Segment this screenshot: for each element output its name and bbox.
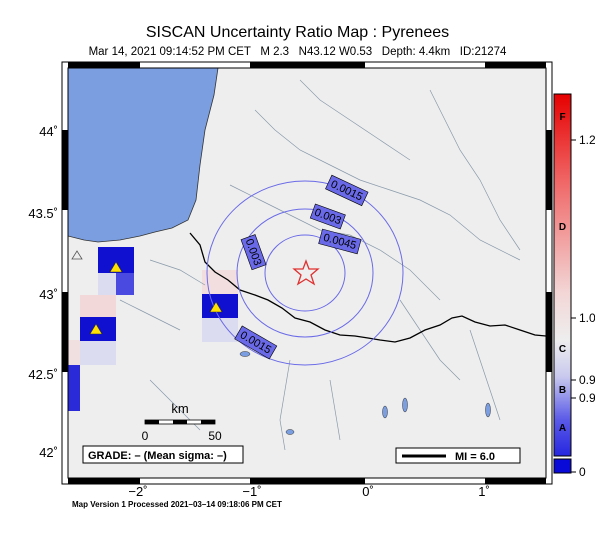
colorbar-letter: A <box>559 423 566 434</box>
lake <box>402 397 408 413</box>
colorbar-value: 1.2 <box>579 133 595 147</box>
lat-tick-label: 42.5˚ <box>28 367 58 382</box>
lat-tick-label: 43˚ <box>39 287 58 302</box>
contour-label-3: 0.0045 <box>318 228 362 255</box>
grid-cell <box>116 273 134 295</box>
svg-text:km: km <box>171 401 188 416</box>
lake <box>239 351 251 357</box>
svg-text:GRADE: – (Mean sigma: –): GRADE: – (Mean sigma: –) <box>88 450 227 462</box>
epicenter-star <box>292 259 320 286</box>
colorbar-value: 1.0 <box>579 311 595 325</box>
colorbar-letter: B <box>559 385 566 396</box>
colorbar-letter: F <box>559 112 565 123</box>
ocean-area <box>68 68 219 243</box>
lake <box>285 429 295 435</box>
lat-tick-label: 43.5˚ <box>28 206 58 221</box>
map-version-footer: Map Version 1 Processed 2021–03–14 09:18… <box>72 500 282 509</box>
grid-cell <box>68 365 80 411</box>
station-triangle <box>71 250 83 260</box>
lat-tick-label: 42˚ <box>39 445 58 460</box>
svg-text:50: 50 <box>208 429 222 443</box>
lon-tick-label: −1˚ <box>242 484 261 499</box>
colorbar: F D C B A 1.2 1.0 0.9 0.9 0 <box>553 93 595 479</box>
colorbar-letter: D <box>559 222 566 233</box>
map-frame <box>61 61 553 485</box>
station-triangle <box>209 301 223 313</box>
lake <box>382 405 388 419</box>
grid-cell <box>68 340 80 365</box>
lat-tick-label: 44˚ <box>39 124 58 139</box>
svg-text:0: 0 <box>142 429 149 443</box>
colorbar-value: 0.9 <box>579 373 595 387</box>
svg-text:MI = 6.0: MI = 6.0 <box>455 451 495 463</box>
grid-cell <box>98 273 116 295</box>
national-border <box>189 232 546 343</box>
lon-tick-label: 1˚ <box>478 484 490 499</box>
lon-tick-label: 0˚ <box>362 484 374 499</box>
grid-cell <box>202 270 238 294</box>
uncertainty-contours <box>206 180 404 366</box>
grid-cell <box>202 294 238 318</box>
colorbar-value: 0 <box>579 465 586 479</box>
grade-box: GRADE: – (Mean sigma: –) <box>82 445 244 464</box>
colorbar-value: 0.9 <box>579 391 595 405</box>
grid-cell <box>202 318 238 342</box>
colorbar-letter: C <box>559 344 566 355</box>
scale-bar: km 0 50 <box>142 401 222 443</box>
station-triangle <box>109 261 123 273</box>
grid-cell <box>80 295 116 317</box>
grid-cell <box>80 341 116 365</box>
event-info: Mar 14, 2021 09:14:52 PM CET M 2.3 N43.1… <box>88 46 507 58</box>
mi-legend: MI = 6.0 <box>395 447 521 464</box>
station-triangle <box>89 323 103 335</box>
lon-tick-label: −2˚ <box>128 484 147 499</box>
map-title: SISCAN Uncertainty Ratio Map : Pyrenees <box>145 24 450 41</box>
lake <box>485 402 491 418</box>
